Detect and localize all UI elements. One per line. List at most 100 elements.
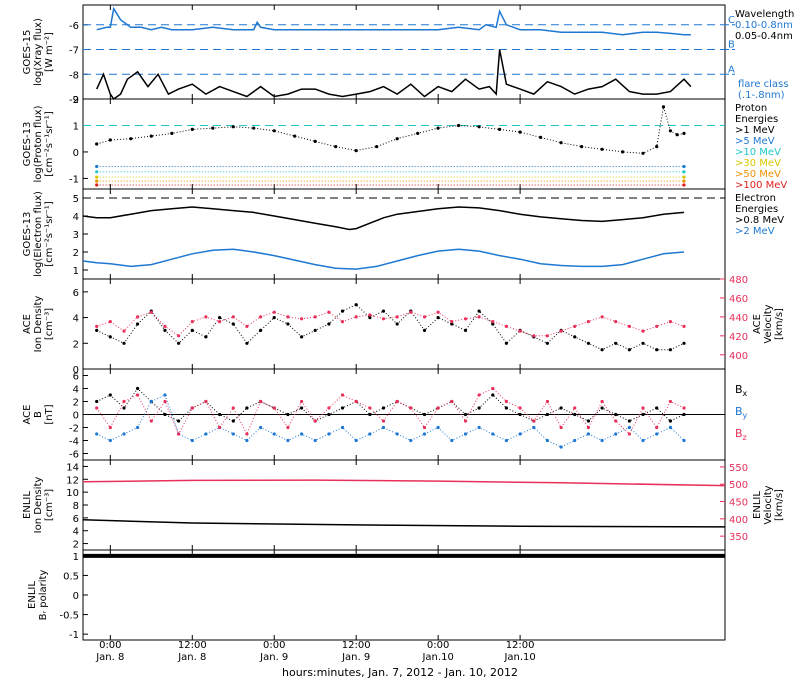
legend-entry: >1 MeV (735, 125, 775, 136)
y-axis-label-line: log(Xray flux) (33, 18, 44, 86)
series->0.8 MeV (82, 206, 685, 231)
series-Bx (95, 386, 686, 423)
legend-entry: Energies (735, 114, 778, 125)
series-line (82, 248, 685, 270)
y-tick-label: 1 (73, 121, 79, 132)
series-Ion Density (95, 303, 686, 352)
x-tick-date-label: Jan.10 (503, 652, 535, 663)
right-tick-label: 460 (729, 294, 748, 305)
data-point (422, 425, 427, 430)
y-tick-label: 1 (73, 266, 79, 277)
data-point (580, 145, 584, 149)
reference-line-label: A (728, 64, 735, 75)
y-axis-label-line: ACE (22, 405, 33, 425)
data-point (600, 406, 604, 410)
y-tick-label: 0 (73, 365, 79, 376)
series-Bz (95, 386, 686, 436)
y-axis-label-line: [cm⁻³] (44, 308, 55, 340)
data-point (545, 341, 550, 345)
flare-class-note: flare class (738, 79, 788, 90)
y-tick-label: -4 (69, 437, 79, 448)
x-axis-label: hours:minutes, Jan. 7, 2012 - Jan. 10, 2… (282, 666, 518, 679)
data-point (218, 412, 222, 417)
data-point (313, 139, 317, 143)
series-Velocity (95, 310, 686, 338)
panel-goes13-electron: 5 4 3 2 1 GOES-13 log(Electron flux) [cm⁻²s⁻¹sr… (22, 188, 784, 280)
y-tick-label: 0 (73, 148, 79, 159)
series->5 MeV (95, 164, 686, 169)
data-point (108, 138, 112, 142)
right-tick-label: 400 (729, 515, 748, 526)
data-point (586, 320, 591, 324)
data-point (218, 425, 222, 430)
series-line (82, 479, 726, 487)
y-tick-label: 0 (73, 591, 79, 602)
y-tick-label: -8 (69, 70, 79, 81)
y-tick-label: 5 (73, 194, 79, 205)
data-point (368, 313, 372, 317)
y-axis-label-line: Ion Density (33, 477, 44, 534)
data-point (231, 315, 235, 319)
data-point (682, 438, 686, 443)
data-point (641, 151, 645, 155)
y-tick-label: 2 (73, 540, 79, 551)
x-tick-date-label: Jan. 9 (341, 652, 370, 663)
data-point (286, 322, 290, 326)
y-tick-label: 4 (73, 212, 79, 223)
y-tick-label: 8 (73, 501, 79, 512)
data-point (450, 399, 454, 404)
right-tick-label: 440 (729, 313, 748, 324)
data-point (477, 125, 481, 129)
x-tick-time-label: 12:00 (342, 640, 371, 651)
data-point (354, 315, 358, 319)
right-tick-label: 400 (729, 351, 748, 362)
data-point (340, 406, 345, 410)
y-axis-label-line: B (33, 411, 44, 418)
series->30 MeV (95, 175, 686, 179)
panel-enlil-polarity: 1 0.5 0 -0.5 -1 ENLIL Bᵣ polarity (27, 549, 726, 641)
legend-entry: Bz (735, 427, 747, 442)
data-point (272, 406, 276, 410)
data-point (450, 320, 454, 324)
y-axis-label-line: ACE (22, 314, 33, 334)
y-tick-label: 2 (73, 339, 79, 350)
data-point (245, 438, 249, 443)
x-tick-time-label: 0:00 (99, 640, 121, 651)
data-point (621, 150, 625, 154)
y-axis-label-line: [cm⁻²s⁻¹sr⁻¹] (44, 201, 55, 267)
data-point (518, 130, 522, 134)
series->100 MeV (95, 183, 686, 187)
right-tick-label: 420 (729, 332, 748, 343)
y-tick-label: -1 (69, 630, 79, 641)
data-point (381, 419, 386, 423)
data-point (149, 134, 153, 138)
data-point (300, 406, 304, 410)
y-tick-label: 14 (66, 462, 79, 473)
right-axis-label-line: Velocity (763, 304, 774, 343)
legend-entry: Proton (735, 103, 767, 114)
y-tick-label: 0 (73, 411, 79, 422)
data-point (272, 129, 276, 133)
panel-frame (82, 188, 726, 280)
series->1 MeV (95, 105, 686, 155)
data-point (559, 425, 563, 430)
y-tick-label: 4 (73, 527, 79, 538)
panel-frame (82, 98, 726, 190)
series->2 MeV (82, 248, 685, 270)
series-trace (96, 394, 685, 448)
data-point (409, 406, 413, 410)
series-line (82, 519, 726, 528)
legend-entry: By (735, 405, 748, 420)
panel-frame (82, 4, 726, 100)
y-axis-label-line: [nT] (44, 404, 55, 424)
series-trace (96, 311, 685, 337)
right-axis-label-line: Velocity (763, 485, 774, 524)
data-point (136, 322, 140, 326)
data-point (293, 134, 297, 138)
series-trace (96, 387, 685, 422)
data-point (675, 133, 679, 137)
y-tick-label: 4 (73, 314, 79, 325)
y-axis-label-line: ENLIL (27, 581, 38, 609)
